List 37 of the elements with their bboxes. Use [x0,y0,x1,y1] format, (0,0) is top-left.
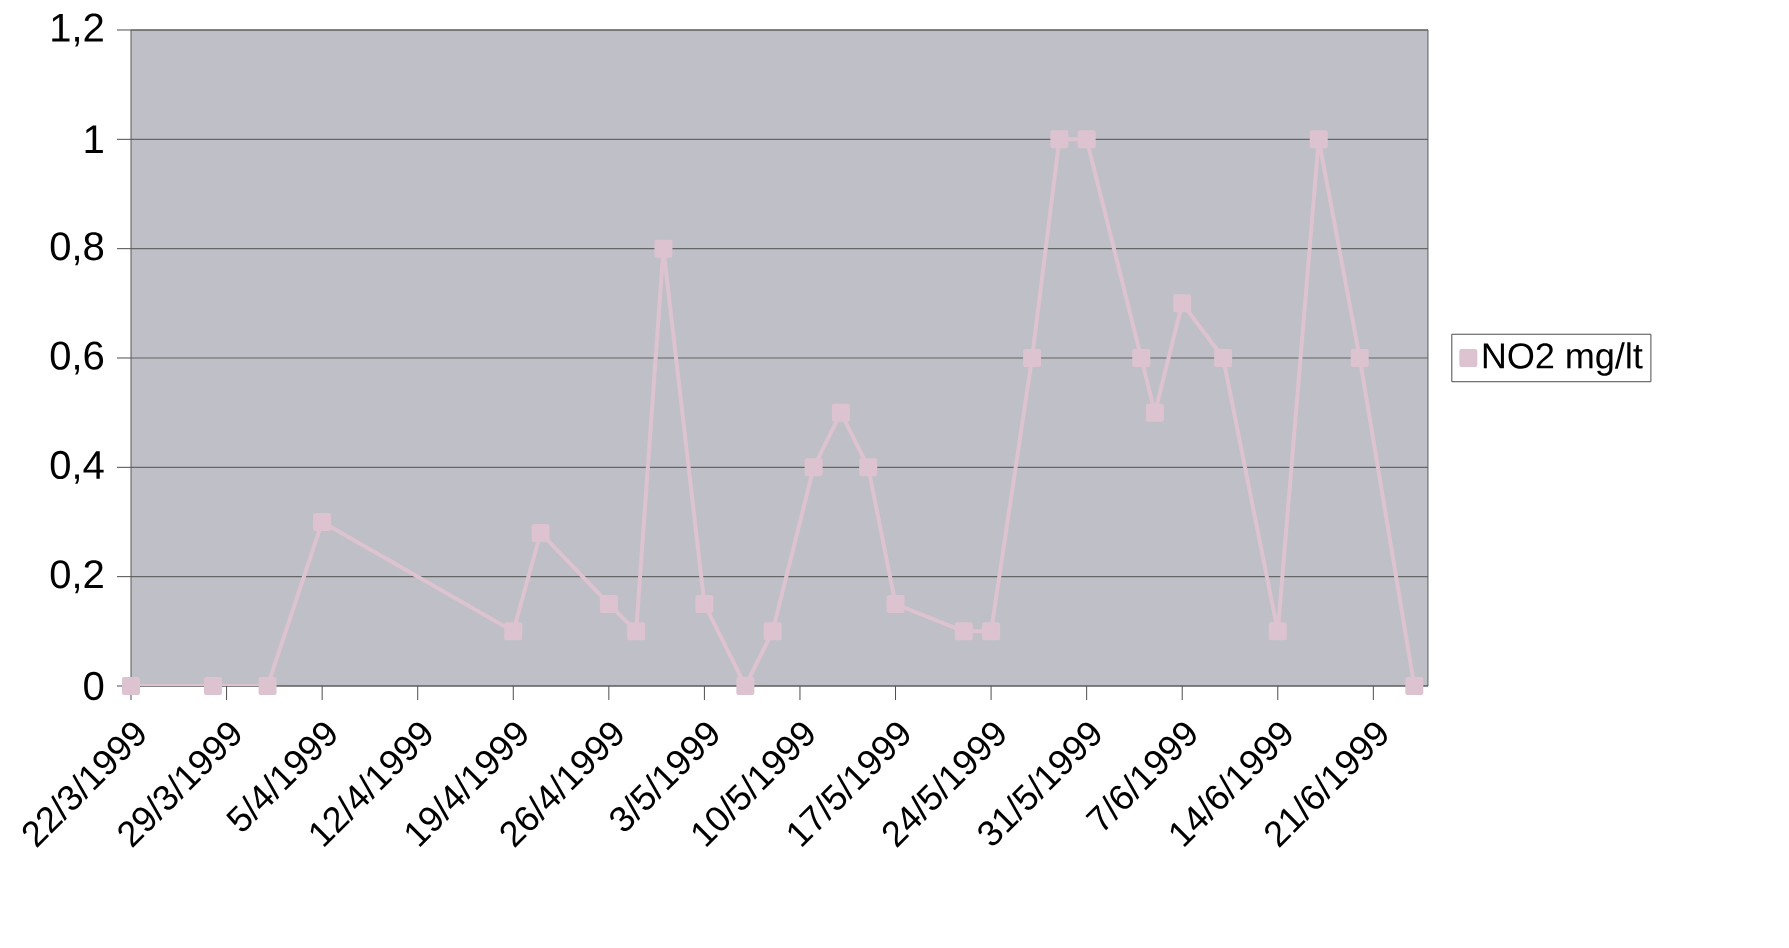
point [886,594,905,613]
point [1023,348,1042,367]
point [1268,622,1287,641]
point [258,676,277,695]
point [1050,130,1069,149]
point [1405,676,1424,695]
point [122,676,141,695]
point [313,512,332,531]
point [695,594,714,613]
point [504,622,523,641]
y-tick-label: 0 [84,671,104,701]
point [1077,130,1096,149]
point [1214,348,1233,367]
y-tick-label: 0,4 [50,450,104,484]
point [1350,348,1369,367]
legend-label: NO2 mg/lt [1483,342,1643,376]
point [531,523,550,542]
point [859,458,878,477]
point [804,458,823,477]
point [1132,348,1151,367]
y-tick-label: 0,8 [50,232,104,266]
point [1145,403,1164,422]
y-tick-label: 1,2 [52,13,103,47]
point [736,676,755,695]
point [1309,130,1328,149]
point [982,622,1001,641]
point [763,622,782,641]
point [831,403,850,422]
y-tick-label: 0,2 [50,560,103,594]
point [654,239,673,258]
y-tick-label: 0,6 [50,341,104,375]
point [599,594,618,613]
point [627,622,646,641]
point [203,676,222,695]
point [954,622,973,641]
y-tick-label: 1 [85,125,103,154]
point [1173,294,1192,313]
